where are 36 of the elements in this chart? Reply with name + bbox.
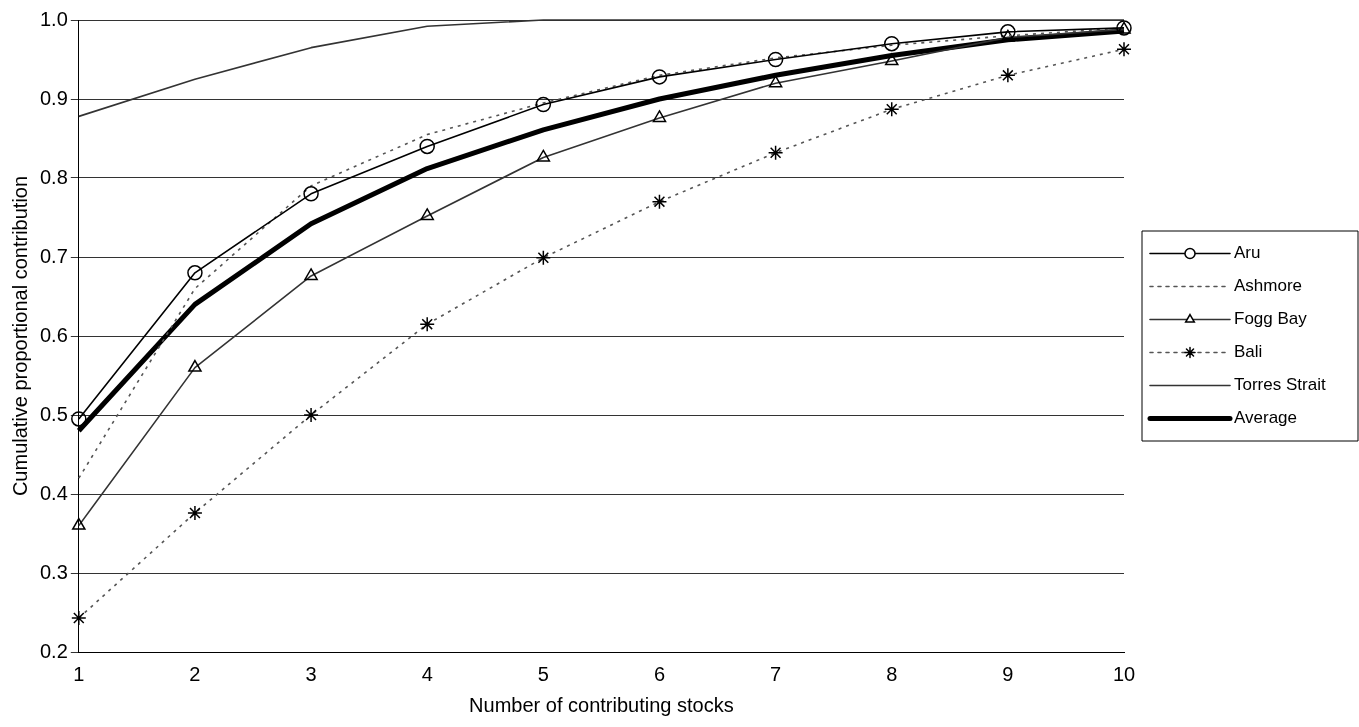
x-tick-label: 4 [421, 662, 433, 685]
x-tick-label: 6 [653, 662, 666, 685]
legend-label: Aru [1234, 243, 1261, 263]
legend-label: Ashmore [1234, 276, 1303, 296]
point [71, 411, 87, 427]
y-tick-label: 1.0 [39, 7, 68, 30]
x-axis-title: Number of contributing stocks [469, 693, 734, 716]
y-tick-label: 0.5 [39, 402, 68, 425]
y-tick-label: 0.4 [39, 481, 68, 504]
point [1000, 24, 1016, 40]
point [767, 51, 784, 68]
y-tick-label: 0.7 [39, 244, 68, 267]
y-tick-label: 0.8 [39, 165, 68, 188]
y-tick-label: 0.2 [39, 639, 68, 662]
y-tick-label: 0.6 [39, 323, 68, 346]
legend-label: Bali [1234, 342, 1263, 362]
point [535, 96, 552, 113]
y-tick-label: 0.9 [39, 86, 68, 109]
x-tick-label: 5 [537, 662, 549, 685]
y-tick-label: 0.3 [39, 560, 68, 583]
point [419, 138, 435, 155]
x-tick-label: 9 [1002, 662, 1014, 685]
x-tick-label: 7 [770, 662, 782, 685]
x-tick-label: 2 [189, 662, 201, 685]
legend-label: Torres Strait [1234, 375, 1326, 395]
point [651, 69, 668, 85]
legend-label: Average [1234, 408, 1298, 428]
point [303, 186, 319, 202]
legend-label: Fogg Bay [1234, 309, 1308, 329]
x-tick-label: 10 [1112, 662, 1136, 685]
x-tick-label: 8 [886, 662, 898, 685]
point [187, 265, 203, 281]
point [883, 35, 900, 52]
y-axis-title: Cumulative proportional contribution [8, 175, 31, 497]
x-tick-label: 3 [305, 662, 317, 685]
x-tick-label: 1 [73, 662, 85, 685]
